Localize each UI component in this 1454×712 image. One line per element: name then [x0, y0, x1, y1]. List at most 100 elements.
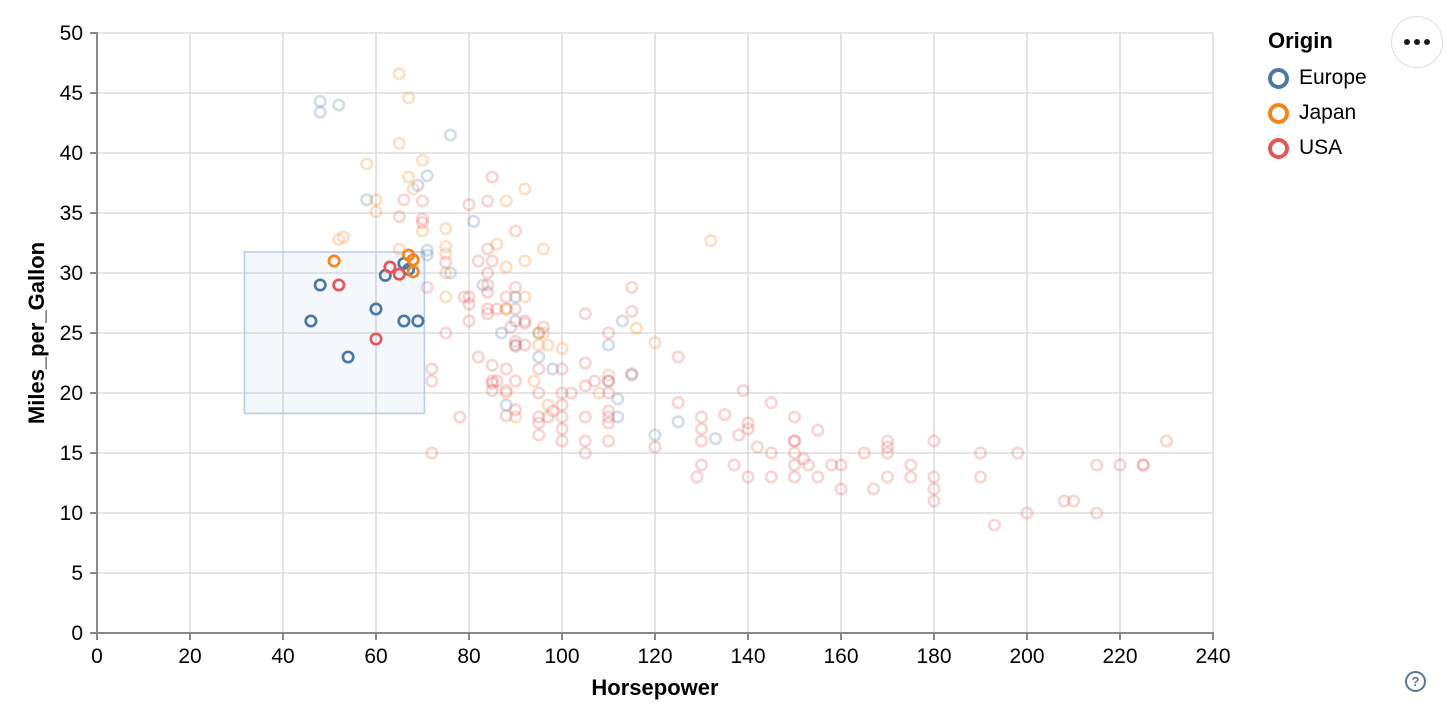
data-point[interactable] — [392, 242, 406, 256]
data-point[interactable] — [508, 338, 523, 352]
data-point[interactable] — [973, 470, 988, 484]
data-point[interactable] — [1090, 458, 1104, 472]
data-point[interactable] — [462, 290, 476, 304]
data-point[interactable] — [499, 194, 513, 208]
data-point[interactable] — [462, 198, 476, 212]
data-point[interactable] — [439, 247, 453, 261]
data-point[interactable] — [415, 216, 430, 230]
data-point[interactable] — [504, 320, 518, 334]
data-point[interactable] — [615, 314, 629, 328]
data-point[interactable] — [392, 210, 406, 224]
data-point[interactable] — [648, 440, 662, 454]
data-point[interactable] — [904, 458, 918, 472]
data-point[interactable] — [787, 434, 802, 448]
data-point[interactable] — [732, 428, 746, 442]
data-point[interactable] — [625, 367, 639, 381]
data-point[interactable] — [541, 398, 555, 412]
data-point[interactable] — [415, 194, 430, 208]
data-point[interactable] — [1136, 458, 1150, 472]
data-point[interactable] — [508, 410, 523, 424]
data-point[interactable] — [439, 255, 453, 269]
data-point[interactable] — [518, 182, 532, 196]
data-point[interactable] — [499, 260, 513, 274]
data-point[interactable] — [499, 398, 513, 412]
data-point[interactable] — [481, 302, 495, 316]
data-point[interactable] — [880, 446, 895, 460]
data-point[interactable] — [494, 326, 509, 340]
data-point[interactable] — [508, 302, 523, 316]
data-point[interactable] — [481, 307, 495, 321]
data-point[interactable] — [704, 234, 718, 248]
data-point[interactable] — [857, 446, 871, 460]
data-point[interactable] — [471, 254, 485, 268]
data-point[interactable] — [601, 368, 616, 382]
brush-selection[interactable] — [243, 251, 426, 415]
data-point[interactable] — [1011, 446, 1025, 460]
data-point[interactable] — [481, 278, 495, 292]
data-point[interactable] — [392, 267, 406, 281]
data-point[interactable] — [332, 98, 346, 112]
data-point[interactable] — [532, 410, 546, 424]
data-point[interactable] — [476, 278, 490, 292]
data-point[interactable] — [787, 446, 802, 460]
data-point[interactable] — [420, 280, 434, 294]
data-point[interactable] — [694, 458, 709, 472]
data-point[interactable] — [555, 342, 569, 356]
data-point[interactable] — [518, 254, 532, 268]
data-point[interactable] — [578, 434, 592, 448]
data-point[interactable] — [727, 458, 741, 472]
data-point[interactable] — [601, 374, 616, 388]
data-point[interactable] — [485, 384, 499, 398]
data-point[interactable] — [1113, 458, 1127, 472]
data-point[interactable] — [481, 266, 495, 280]
data-point[interactable] — [880, 434, 895, 448]
data-point[interactable] — [397, 193, 411, 207]
data-point[interactable] — [787, 434, 802, 448]
data-point[interactable] — [397, 314, 411, 328]
data-point[interactable] — [555, 386, 569, 400]
data-point[interactable] — [555, 410, 569, 424]
data-point[interactable] — [481, 194, 495, 208]
data-point[interactable] — [625, 280, 639, 294]
data-point[interactable] — [508, 374, 523, 388]
data-point[interactable] — [518, 338, 532, 352]
data-point[interactable] — [801, 458, 815, 472]
data-point[interactable] — [690, 470, 704, 484]
legend-item-europe[interactable]: Europe — [1268, 66, 1367, 90]
data-point[interactable] — [578, 307, 592, 321]
data-point[interactable] — [564, 386, 578, 400]
data-point[interactable] — [499, 290, 513, 304]
data-point[interactable] — [425, 374, 439, 388]
data-point[interactable] — [904, 470, 918, 484]
data-point[interactable] — [360, 193, 374, 207]
data-point[interactable] — [811, 423, 825, 437]
data-point[interactable] — [601, 326, 616, 340]
data-point[interactable] — [750, 440, 764, 454]
data-point[interactable] — [764, 396, 778, 410]
data-point[interactable] — [508, 339, 523, 353]
data-point[interactable] — [601, 338, 616, 352]
data-point[interactable] — [578, 446, 592, 460]
data-point[interactable] — [764, 446, 778, 460]
data-point[interactable] — [611, 410, 625, 424]
data-point[interactable] — [736, 384, 750, 398]
data-point[interactable] — [578, 410, 592, 424]
data-point[interactable] — [866, 482, 881, 496]
data-point[interactable] — [485, 254, 499, 268]
data-point[interactable] — [601, 386, 616, 400]
data-point[interactable] — [546, 362, 560, 376]
data-point[interactable] — [987, 518, 1001, 532]
data-point[interactable] — [508, 224, 523, 238]
data-point[interactable] — [555, 422, 569, 436]
data-point[interactable] — [467, 214, 481, 228]
data-point[interactable] — [578, 379, 592, 393]
data-point[interactable] — [411, 314, 425, 328]
data-point[interactable] — [578, 356, 592, 370]
data-point[interactable] — [457, 290, 471, 304]
data-point[interactable] — [1090, 506, 1104, 520]
data-point[interactable] — [532, 326, 546, 340]
data-point[interactable] — [532, 416, 546, 430]
data-point[interactable] — [811, 470, 825, 484]
data-point[interactable] — [536, 326, 550, 340]
